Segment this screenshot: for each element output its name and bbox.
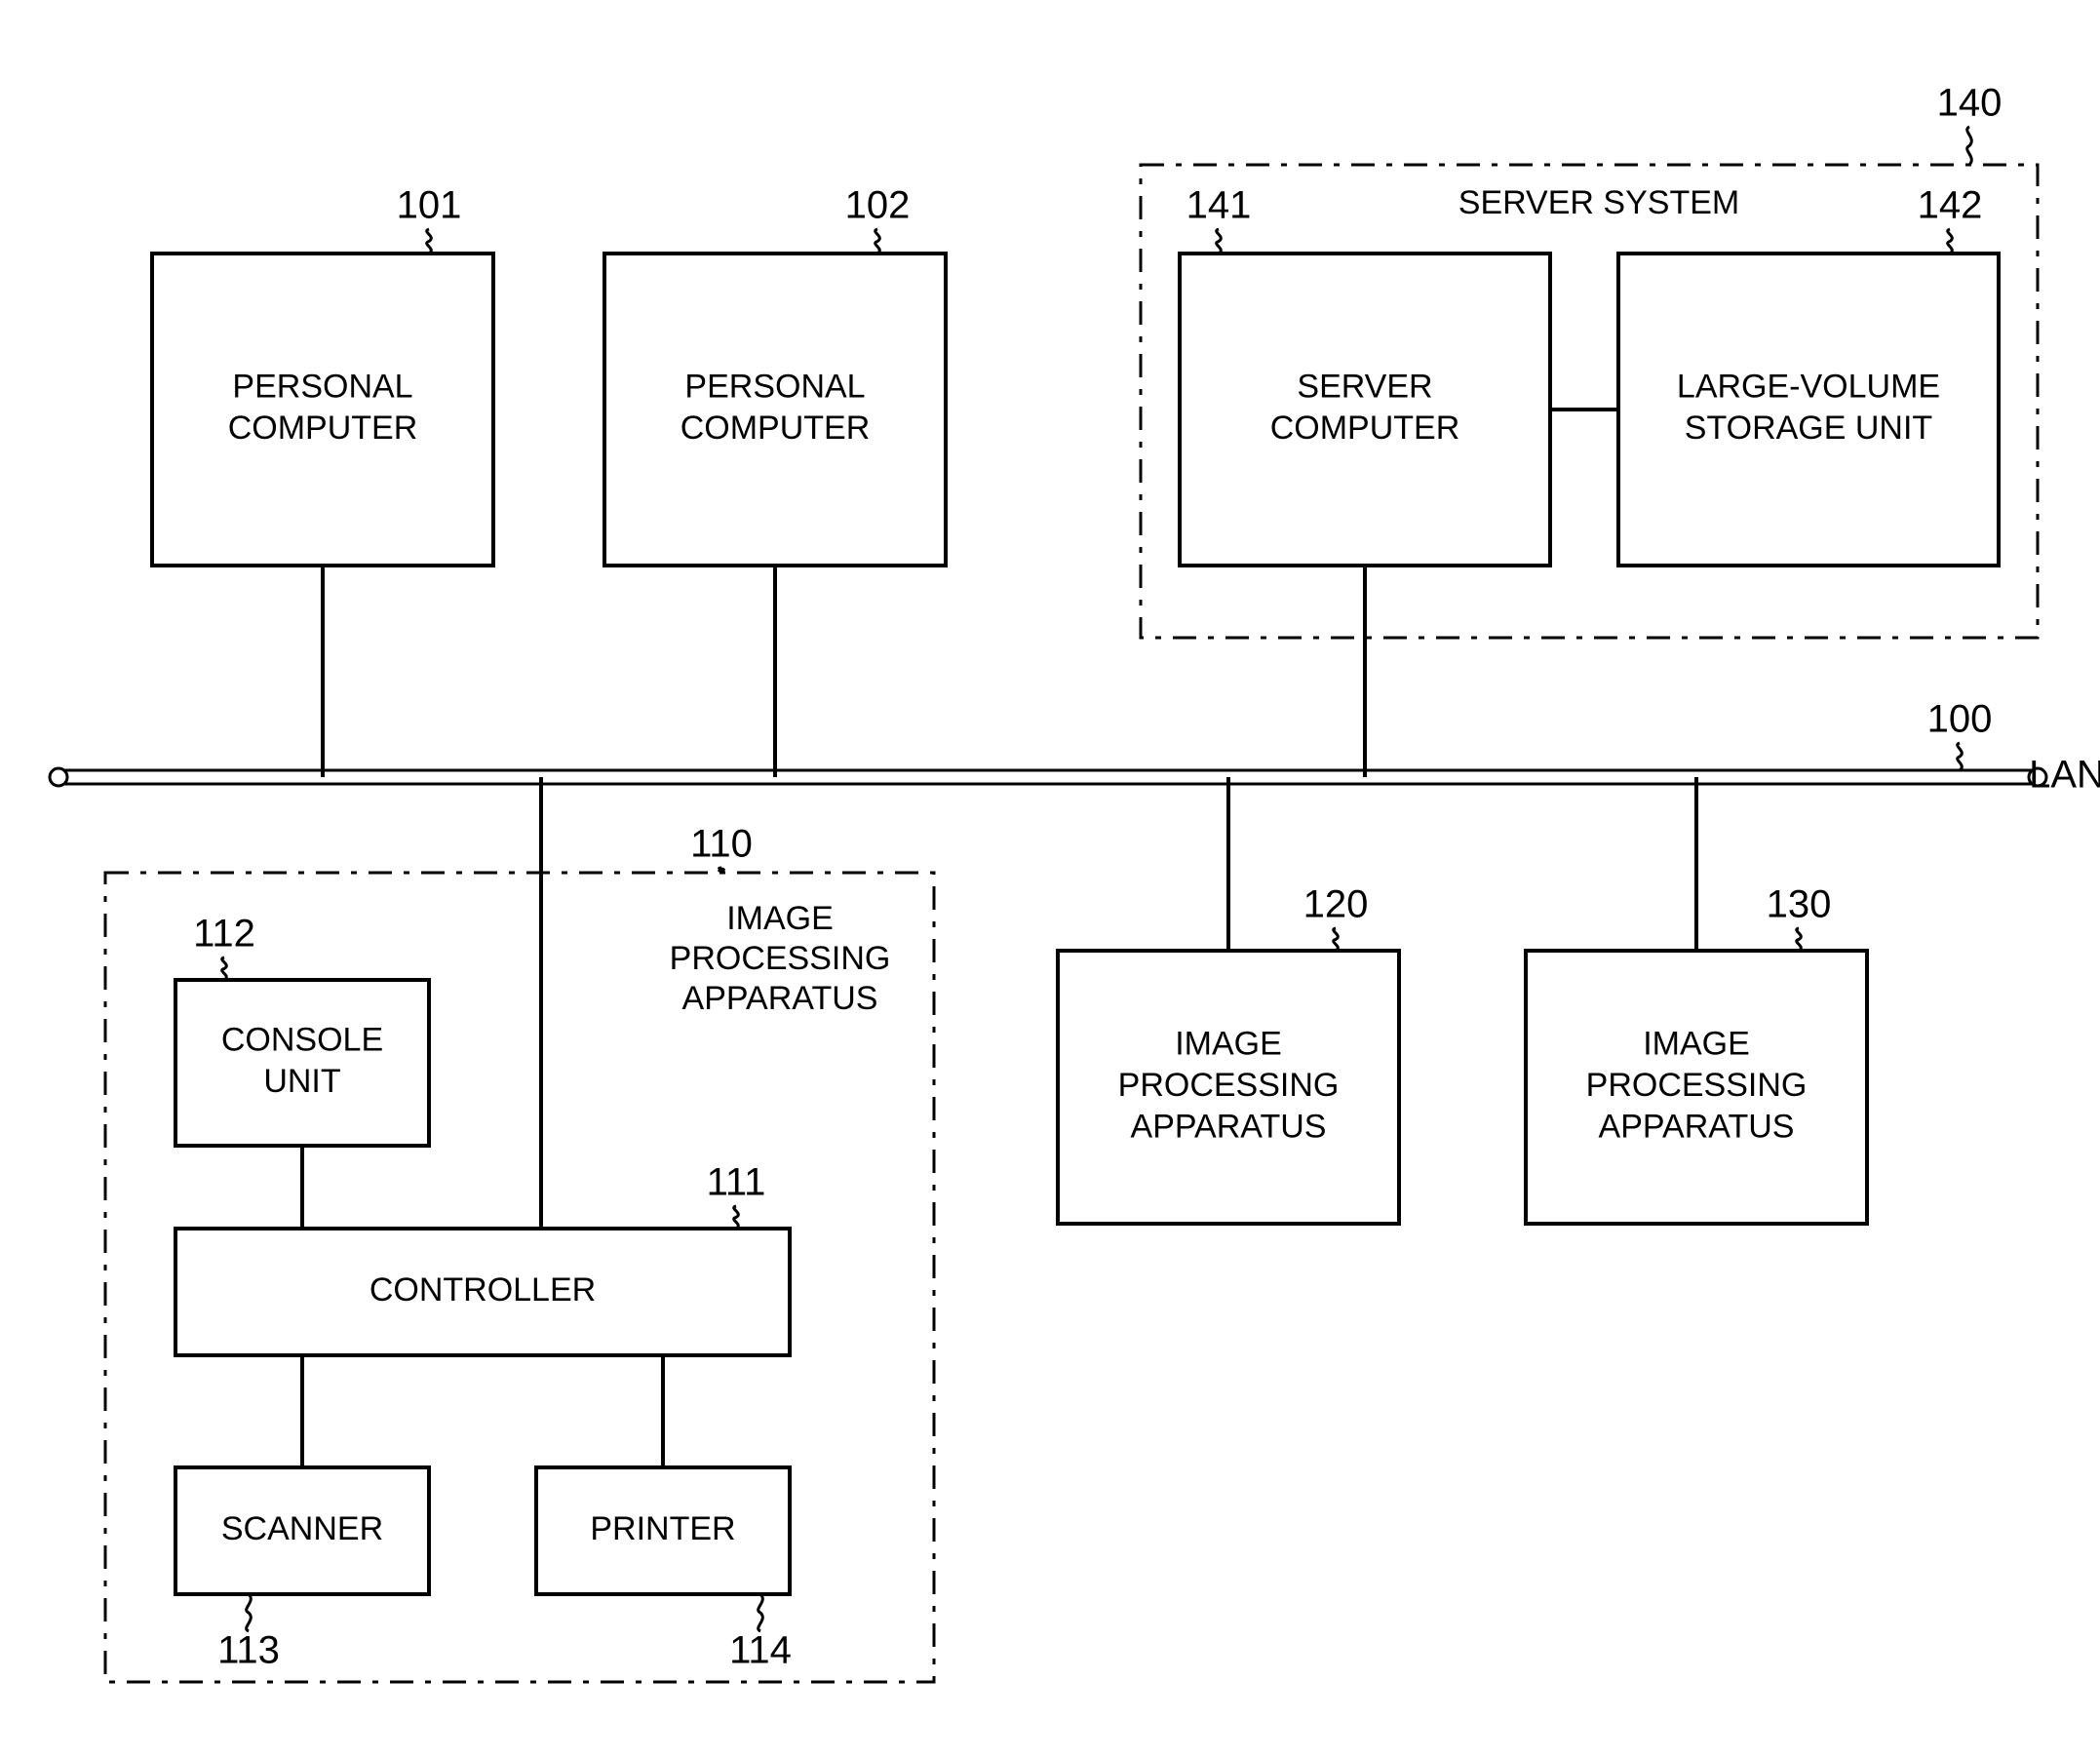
lan-ref-number: 100 (1927, 698, 1993, 741)
svg-text:SERVER: SERVER (1297, 369, 1432, 406)
controller-111-ref-number: 111 (707, 1161, 766, 1204)
printer-114: PRINTER (536, 1467, 790, 1594)
image-processing-120-ref-number: 120 (1303, 883, 1369, 926)
image-processing-110-group-ref-number: 110 (690, 823, 753, 866)
console-unit-112-ref: 112 (193, 913, 255, 980)
image-processing-130-ref: 130 (1767, 883, 1832, 951)
image-processing-130-ref-number: 130 (1767, 883, 1832, 926)
svg-text:COMPUTER: COMPUTER (228, 410, 418, 447)
scanner-113-ref-number: 113 (217, 1629, 280, 1672)
svg-text:CONSOLE: CONSOLE (221, 1022, 383, 1059)
server-computer-141-ref: 141 (1186, 184, 1252, 254)
server-computer-141: SERVER COMPUTER (1180, 254, 1550, 566)
svg-text:PROCESSING: PROCESSING (1118, 1067, 1340, 1104)
svg-text:PRINTER: PRINTER (590, 1510, 735, 1547)
image-processing-120-ref: 120 (1303, 883, 1369, 951)
image-processing-110-group-ref: 110 (690, 823, 753, 873)
image-processing-120: IMAGE PROCESSING APPARATUS (1058, 951, 1399, 1224)
server-system-group-label: SERVER SYSTEM (1458, 184, 1739, 221)
lan-bus: LAN (50, 754, 2100, 797)
personal-computer-102-ref: 102 (845, 184, 911, 254)
server-system-group-ref: 140 (1937, 82, 2003, 165)
svg-text:CONTROLLER: CONTROLLER (369, 1271, 596, 1309)
svg-text:IMAGE: IMAGE (1175, 1025, 1282, 1062)
scanner-113: SCANNER (175, 1467, 429, 1594)
svg-text:UNIT: UNIT (263, 1063, 340, 1100)
svg-text:COMPUTER: COMPUTER (681, 410, 871, 447)
controller-111-ref: 111 (707, 1161, 766, 1229)
storage-unit-142-ref: 142 (1918, 184, 1983, 254)
printer-114-ref: 114 (729, 1594, 792, 1672)
scanner-113-ref: 113 (217, 1594, 280, 1672)
image-processing-130: IMAGE PROCESSING APPARATUS (1526, 951, 1867, 1224)
personal-computer-101-ref: 101 (397, 184, 462, 254)
svg-text:IMAGE: IMAGE (1643, 1025, 1750, 1062)
personal-computer-102: PERSONAL COMPUTER (604, 254, 946, 566)
svg-text:LARGE-VOLUME: LARGE-VOLUME (1677, 369, 1940, 406)
svg-text:APPARATUS: APPARATUS (682, 980, 878, 1017)
svg-text:PERSONAL: PERSONAL (684, 369, 865, 406)
svg-text:APPARATUS: APPARATUS (1599, 1108, 1795, 1145)
svg-text:SCANNER: SCANNER (221, 1510, 383, 1547)
svg-text:PROCESSING: PROCESSING (670, 940, 891, 977)
server-computer-141-ref-number: 141 (1186, 184, 1252, 227)
svg-text:PROCESSING: PROCESSING (1586, 1067, 1808, 1104)
personal-computer-101-ref-number: 101 (397, 184, 462, 227)
svg-text:COMPUTER: COMPUTER (1270, 410, 1460, 447)
controller-111: CONTROLLER (175, 1229, 790, 1355)
system-block-diagram: LAN100SERVER SYSTEM140IMAGEPROCESSINGAPP… (0, 0, 2100, 1758)
svg-text:PERSONAL: PERSONAL (232, 369, 412, 406)
storage-unit-142-ref-number: 142 (1918, 184, 1983, 227)
console-unit-112: CONSOLE UNIT (175, 980, 429, 1146)
svg-text:IMAGE: IMAGE (726, 900, 834, 937)
server-system-group-ref-number: 140 (1937, 82, 2003, 125)
personal-computer-101: PERSONAL COMPUTER (152, 254, 493, 566)
svg-text:STORAGE UNIT: STORAGE UNIT (1685, 410, 1932, 447)
storage-unit-142: LARGE-VOLUME STORAGE UNIT (1618, 254, 1999, 566)
svg-text:APPARATUS: APPARATUS (1131, 1108, 1327, 1145)
lan-ref: 100 (1927, 698, 1993, 770)
console-unit-112-ref-number: 112 (193, 913, 255, 956)
lan-label: LAN (2029, 754, 2100, 797)
printer-114-ref-number: 114 (729, 1629, 792, 1672)
personal-computer-102-ref-number: 102 (845, 184, 911, 227)
